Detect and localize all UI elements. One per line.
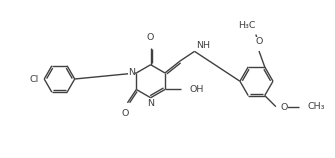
- Text: O: O: [281, 103, 288, 112]
- Text: CH₃: CH₃: [308, 102, 325, 111]
- Text: NH: NH: [196, 41, 210, 50]
- Text: H₃C: H₃C: [238, 21, 255, 30]
- Text: O: O: [147, 33, 154, 43]
- Text: N: N: [128, 68, 135, 77]
- Text: O: O: [121, 109, 129, 118]
- Text: OH: OH: [189, 85, 204, 94]
- Text: O: O: [255, 37, 263, 46]
- Text: N: N: [147, 99, 154, 108]
- Text: Cl: Cl: [29, 75, 39, 83]
